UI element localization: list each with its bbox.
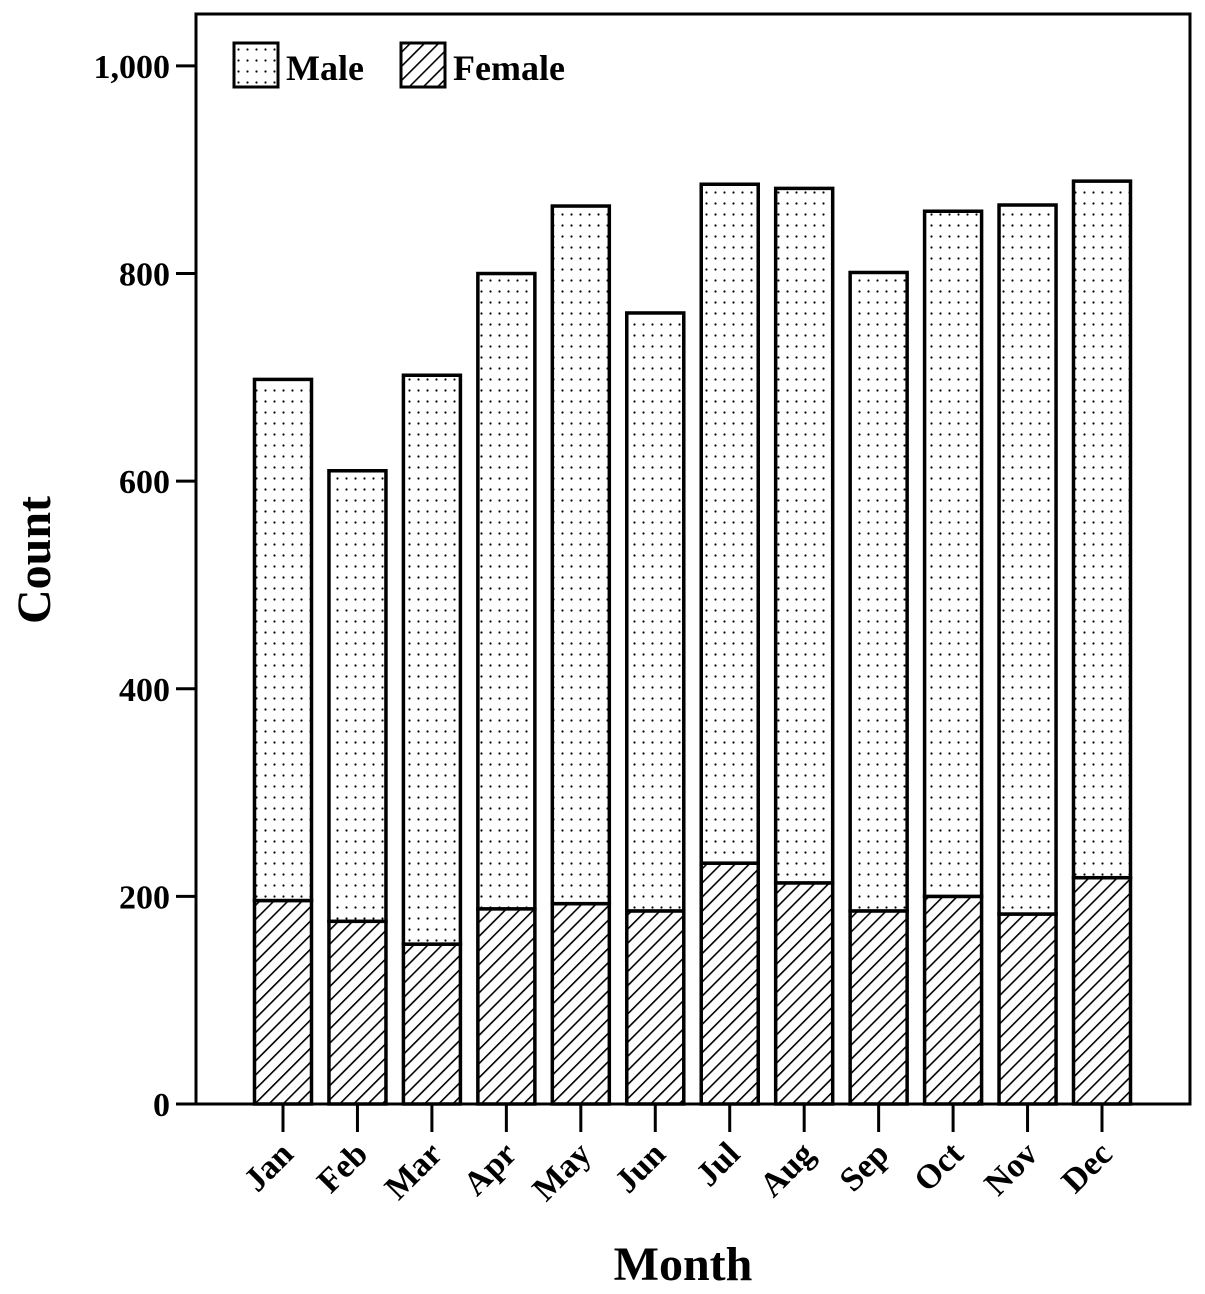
bar-male-feb [327, 469, 388, 924]
x-tick-label-mar: Mar [378, 1135, 450, 1207]
legend-label-male: Male [286, 48, 364, 88]
x-tick-label-feb: Feb [310, 1135, 375, 1200]
bar-female-sep [848, 909, 909, 1106]
bar-male-aug [773, 186, 835, 885]
bar-male-jun [625, 311, 686, 913]
bar-female-nov [997, 912, 1058, 1106]
bar-female-jan [252, 898, 314, 1106]
bar-female-may [550, 901, 612, 1106]
bar-female-dec [1071, 875, 1133, 1106]
legend: Male Female [232, 41, 565, 89]
x-tick-label-jan: Jan [237, 1135, 301, 1199]
y-tick-label: 1,000 [94, 49, 171, 86]
y-tick-label: 200 [119, 879, 170, 916]
x-tick-label-jun: Jun [608, 1135, 673, 1200]
bar-male-mar [401, 373, 463, 946]
y-tick-label: 800 [119, 257, 170, 294]
x-tick-label-nov: Nov [978, 1135, 1046, 1203]
bar-male-sep [848, 270, 909, 913]
x-tick-label-may: May [526, 1135, 599, 1208]
bar-female-jun [625, 909, 686, 1106]
bar-female-jul [699, 861, 760, 1106]
x-tick-label-dec: Dec [1055, 1135, 1120, 1200]
bar-male-nov [997, 203, 1058, 916]
bar-male-may [550, 204, 612, 906]
y-tick-label: 400 [119, 672, 170, 709]
bar-male-dec [1071, 179, 1133, 880]
bar-female-feb [327, 919, 388, 1106]
x-tick-label-oct: Oct [907, 1135, 971, 1199]
x-tick-label-aug: Aug [753, 1135, 822, 1204]
bars-group [252, 179, 1133, 1106]
legend-label-female: Female [453, 48, 565, 88]
legend-swatch-female [399, 41, 447, 89]
y-axis-title: Count [8, 496, 61, 624]
bar-female-oct [922, 894, 984, 1106]
y-tick-label: 0 [153, 1087, 170, 1124]
bar-male-jul [699, 182, 760, 865]
bar-male-apr [476, 271, 537, 911]
x-tick-label-jul: Jul [689, 1135, 747, 1193]
x-tick-label-sep: Sep [833, 1135, 897, 1199]
x-tick-label-apr: Apr [456, 1135, 524, 1203]
plot-area-frame [194, 12, 1192, 1106]
bar-female-aug [773, 881, 835, 1106]
y-tick-label: 600 [119, 464, 170, 501]
x-axis: Jan Feb Mar Apr May Jun Jul Aug Sep Oct Nov Dec [237, 1104, 1120, 1208]
x-axis-title: Month [614, 1238, 753, 1291]
bar-male-oct [922, 209, 984, 899]
bar-female-mar [401, 942, 463, 1106]
legend-swatch-male [232, 41, 280, 89]
bar-female-apr [476, 907, 537, 1106]
y-axis: 0 200 400 600 800 1,000 [94, 49, 196, 1124]
bar-male-jan [252, 377, 314, 903]
